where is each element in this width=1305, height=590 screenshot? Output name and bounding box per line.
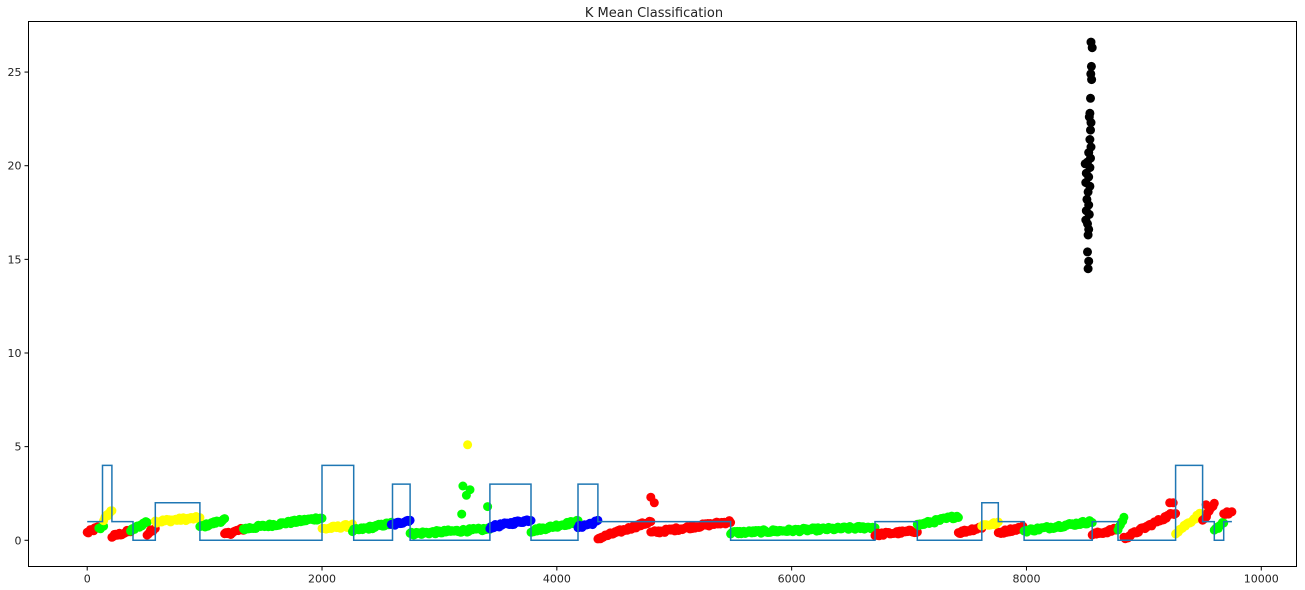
scatter-point xyxy=(457,509,467,519)
scatter-point-black-cluster xyxy=(1083,187,1093,197)
cluster-step-line xyxy=(87,464,1232,542)
scatter-point-black-cluster xyxy=(1087,75,1097,85)
cluster-segment-15 xyxy=(526,515,583,537)
cluster-segment-21 xyxy=(912,511,963,531)
y-tick-label: 10 xyxy=(8,347,22,360)
cluster-segment-20 xyxy=(870,525,922,541)
x-tick-label: 10000 xyxy=(1244,573,1279,586)
axes: 0 2000 4000 6000 8000 10000 0 5 10 15 20 25 xyxy=(8,66,1279,585)
plot-frame xyxy=(28,21,1297,567)
plot-area xyxy=(82,37,1237,544)
x-tick-label: 0 xyxy=(84,573,91,586)
cluster-segment-28 xyxy=(1119,509,1181,544)
scatter-point-black-cluster xyxy=(1086,61,1096,71)
scatter-point xyxy=(1119,512,1129,522)
cluster-segment-11 xyxy=(348,517,396,537)
x-tick-label: 8000 xyxy=(1012,573,1040,586)
scatter-point xyxy=(649,498,659,508)
cluster-segment-9 xyxy=(238,513,327,535)
scatter-point-black-cluster xyxy=(1086,118,1096,128)
x-tick-label: 4000 xyxy=(543,573,571,586)
cluster-segment-19 xyxy=(726,521,880,539)
scatter-point xyxy=(1209,498,1219,508)
scatter-point xyxy=(220,514,230,524)
y-tick-label: 20 xyxy=(8,160,22,173)
scatter-point-black-cluster xyxy=(1086,125,1095,135)
scatter-point xyxy=(142,517,152,527)
x-tick-label: 6000 xyxy=(778,573,806,586)
scatter-point xyxy=(461,490,471,500)
cluster-segment-6 xyxy=(150,512,205,528)
y-tick-label: 0 xyxy=(15,534,22,547)
y-tick-label: 25 xyxy=(8,66,22,79)
cluster-segment-17 xyxy=(593,516,656,544)
scatter-point xyxy=(953,513,963,522)
scatter-point-black-cluster xyxy=(1083,264,1093,274)
y-tick-label: 15 xyxy=(8,253,22,266)
cluster-segment-32 xyxy=(1219,507,1237,519)
scatter-point xyxy=(483,502,493,512)
cluster-segment-27 xyxy=(1113,512,1129,535)
scatter-point xyxy=(463,440,473,450)
scatter-point-black-cluster xyxy=(1084,256,1094,266)
scatter-point-black-cluster xyxy=(1085,135,1095,144)
scatter-point-black-cluster xyxy=(1083,247,1092,257)
scatter-point xyxy=(458,481,468,491)
x-tick-label: 2000 xyxy=(308,573,336,586)
scatter-point xyxy=(1201,500,1211,510)
scatter-point-black-cluster xyxy=(1087,43,1097,53)
chart-title: K Mean Classification xyxy=(585,6,723,21)
scatter-point-black-cluster xyxy=(1083,230,1093,240)
scatter-point-black-cluster xyxy=(1086,93,1095,103)
y-tick-label: 5 xyxy=(15,441,22,454)
scatter-point xyxy=(1227,507,1237,517)
